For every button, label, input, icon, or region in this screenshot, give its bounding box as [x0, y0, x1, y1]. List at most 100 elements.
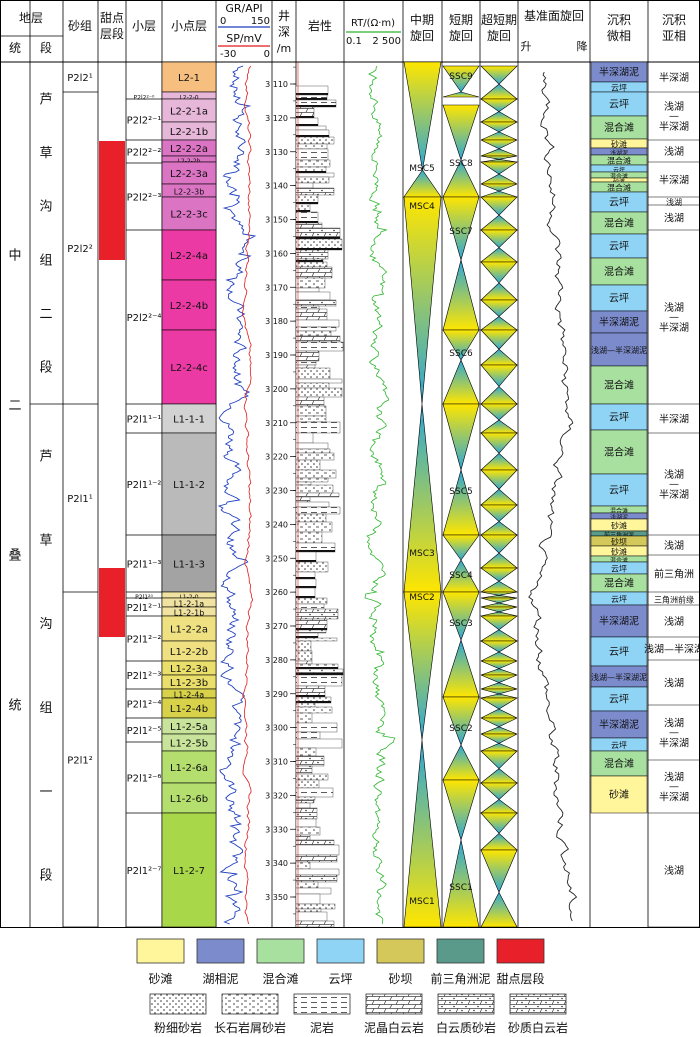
layer-label: P2l1²⁻¹	[127, 603, 162, 614]
lithology-column	[295, 62, 344, 928]
lithology-bed	[295, 405, 327, 417]
lithology-bed	[295, 415, 327, 423]
microfacies-label: 混合滩	[607, 183, 631, 193]
lithology-bed	[295, 844, 340, 856]
section-label: 二	[39, 307, 52, 322]
header-depth: 深	[278, 25, 290, 39]
layer-label: P2l1¹⁻¹	[127, 415, 162, 426]
ultra-short-cycle	[480, 364, 518, 387]
lithology-bed	[295, 513, 327, 523]
section-label: 段	[39, 869, 52, 884]
microfacies-cell	[590, 604, 648, 638]
microfacies-cell	[590, 473, 648, 507]
microfacies-label: 混合滩	[604, 379, 634, 392]
depth-tick-label: 3 260	[265, 588, 288, 597]
sublayer-label: L1-2-5b	[170, 739, 208, 750]
lithology-bed	[295, 477, 329, 483]
lithology-bed	[295, 561, 329, 573]
depth-tick-label: 3 170	[265, 283, 288, 292]
microfacies-label: 云坪	[609, 411, 629, 424]
legend-swatch	[316, 938, 365, 964]
base-level-curve	[528, 71, 578, 922]
lithology-bed	[295, 807, 318, 820]
short-cycle	[442, 403, 480, 472]
short-cycle	[442, 468, 480, 536]
lithology-bed	[295, 597, 328, 605]
section-label: 沟	[39, 617, 52, 632]
microfacies-label: 云坪	[609, 645, 629, 658]
ultra-short-cycle	[480, 214, 518, 231]
ultra-short-cycle	[480, 386, 518, 405]
mid-cycle	[403, 196, 442, 405]
mid-cycle-label: MSC3	[409, 549, 435, 559]
short-cycle	[442, 839, 480, 928]
layer-label: P2l2²⁻¹	[127, 116, 162, 127]
sublayer-label: L2-2-1b	[170, 127, 208, 138]
subfacies-label: 半深湖	[659, 737, 689, 750]
lithology-bed	[295, 521, 333, 533]
header-subfacies: 沉积	[662, 13, 686, 27]
lithology-bed	[295, 469, 337, 479]
legend-pattern-label: 砂质白云岩	[508, 1020, 568, 1035]
ultra-short-cycle	[480, 594, 518, 599]
legend-pattern-swatch	[221, 993, 279, 1015]
sublayer-label: L2-2-0	[179, 95, 198, 102]
subfacies-label: 浅湖	[664, 615, 684, 628]
lithology-bed	[295, 868, 340, 876]
lithology-bed	[295, 779, 320, 789]
short-cycle-label: SSC8	[449, 159, 473, 169]
lithology-bed	[295, 731, 321, 740]
lithology-bed	[295, 176, 330, 184]
lithology-bed	[295, 287, 320, 293]
header-sand-group: 砂组	[68, 19, 92, 33]
header-rt-min: 0.1	[346, 36, 362, 47]
subfacies-label: —	[669, 312, 679, 323]
legend-label: 甜点层段	[496, 971, 544, 986]
subfacies-label: 浅湖	[664, 100, 684, 113]
ultra-short-cycle	[480, 768, 518, 784]
microfacies-label: 砂滩	[611, 139, 627, 149]
subfacies-label: 半深湖	[659, 71, 689, 84]
ultra-short-cycle	[480, 155, 518, 160]
short-cycle-label: SSC5	[449, 487, 472, 497]
short-cycle	[442, 259, 480, 331]
lithology-bed	[295, 364, 316, 369]
ultra-short-cycle	[480, 534, 518, 554]
cycle-columns: MSC5 MSC4 MSC3 MSC2 MSC1 SSC9 SSC8 SSC7 SSC6 SSC5…	[403, 61, 578, 928]
lithology-dark-band	[296, 98, 327, 100]
sublayer-cell	[161, 615, 217, 642]
lithology-bed	[295, 796, 316, 801]
subfacies-label: 浅湖	[664, 864, 684, 877]
subfacies-label: 半深湖	[659, 488, 689, 501]
ultra-short-cycle	[480, 173, 518, 185]
sublayer-label: L1-2-3a	[170, 664, 208, 675]
sublayer-cell	[161, 329, 217, 405]
header-ultra-cycle: 超短期	[481, 12, 517, 27]
sublayer-cell	[161, 403, 217, 434]
lithology-dark-band	[296, 116, 314, 118]
mid-cycle	[403, 739, 442, 928]
short-cycle	[442, 534, 480, 561]
strata-columns: 中二叠统芦草沟组二段芦草沟组一段P2l2¹P2l2²P2l1¹P2l1²P2l2…	[8, 73, 162, 928]
ultra-short-cycle	[480, 98, 518, 113]
header-gr-max: 150	[251, 16, 270, 27]
lithology-bed	[295, 326, 337, 332]
layer-label: P2l1²⁰	[135, 594, 153, 601]
lithology-bed	[295, 911, 328, 922]
ultra-short-cycle	[480, 717, 518, 728]
ultra-short-cycle	[480, 615, 518, 631]
header-base-fall: 降	[577, 39, 588, 53]
lithology-dark-band	[296, 237, 340, 239]
depth-tick-label: 3 280	[265, 656, 288, 665]
header-gr-min: 0	[220, 16, 226, 27]
ultra-short-cycle	[480, 183, 518, 192]
ultra-short-cycle	[480, 419, 518, 434]
lithology-bed	[295, 674, 343, 687]
legend-swatch	[436, 938, 485, 964]
microfacies-cell	[590, 636, 648, 667]
microfacies-label: 前三角洲泥	[604, 531, 634, 539]
sublayer-label: L2-2-4a	[170, 251, 208, 262]
header-base-rise: 升	[521, 40, 532, 53]
